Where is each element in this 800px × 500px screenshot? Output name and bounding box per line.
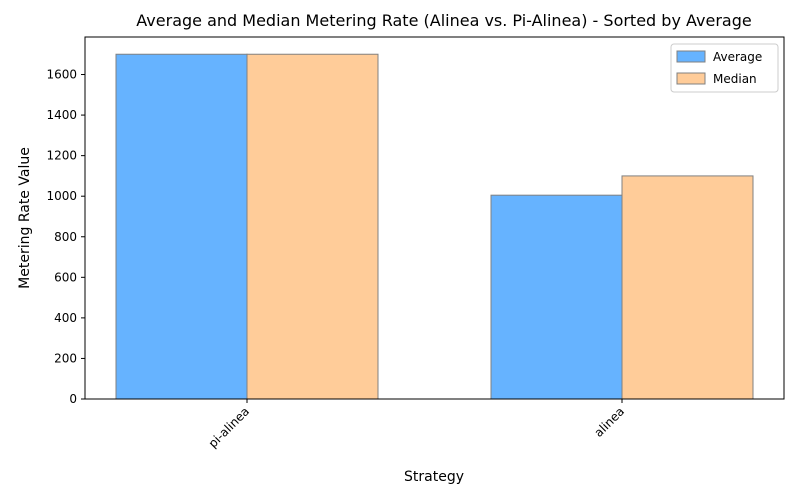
- bar-average-pi-alinea: [115, 53, 248, 400]
- y-tick-label: 1200: [46, 149, 77, 163]
- legend-label-median: Median: [713, 72, 757, 86]
- bar-median-pi-alinea: [246, 53, 379, 400]
- y-tick-label: 0: [69, 392, 77, 406]
- y-axis-label: Metering Rate Value: [17, 147, 33, 289]
- legend-swatch-median: [676, 72, 706, 85]
- bar-median-alinea: [621, 175, 754, 400]
- x-tick-label: alinea: [592, 404, 628, 440]
- legend-swatch-average: [676, 50, 706, 63]
- y-axis: 0 200 400 600 800 1000 1200 1400 1600: [46, 68, 85, 406]
- y-tick-label: 800: [54, 230, 77, 244]
- legend: Average Median: [670, 43, 779, 93]
- bar-average-alinea: [490, 194, 623, 400]
- x-axis: pi-alinea alinea: [206, 399, 627, 451]
- x-axis-label: Strategy: [404, 469, 464, 485]
- y-tick-label: 200: [54, 351, 77, 365]
- y-tick-label: 1600: [46, 68, 77, 82]
- y-tick-label: 1400: [46, 108, 77, 122]
- y-tick-label: 1000: [46, 189, 77, 203]
- y-tick-label: 600: [54, 270, 77, 284]
- y-tick-label: 400: [54, 311, 77, 325]
- legend-label-average: Average: [713, 50, 762, 64]
- chart-title: Average and Median Metering Rate (Alinea…: [136, 11, 751, 30]
- x-tick-label: pi-alinea: [206, 404, 252, 450]
- bars: [115, 53, 754, 400]
- plot-frame: [84, 36, 785, 400]
